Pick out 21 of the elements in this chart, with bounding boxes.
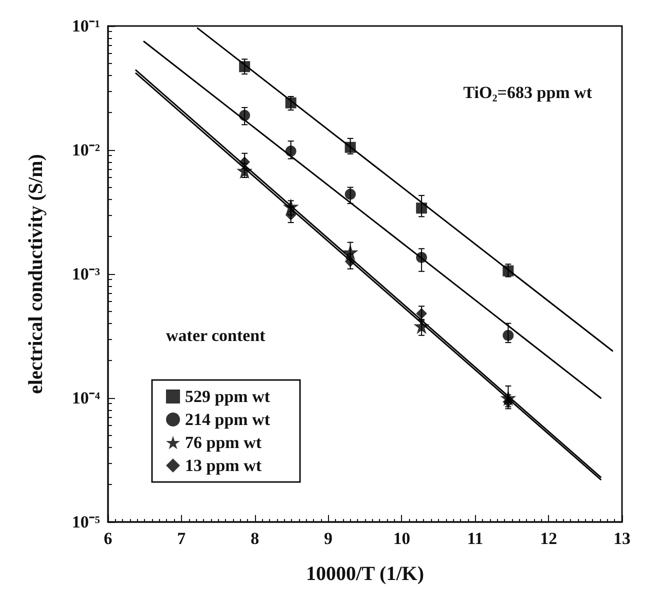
x-axis-title: 10000/T (1/K) xyxy=(306,563,424,585)
x-tick-label: 8 xyxy=(250,529,260,548)
y-tick-label: 10⁻² xyxy=(72,140,100,160)
legend-title: water content xyxy=(166,326,266,345)
y-tick-label: 10⁻⁵ xyxy=(72,512,100,532)
y-tick-label: 10⁻⁴ xyxy=(72,388,100,408)
legend-label: 13 ppm wt xyxy=(185,456,262,475)
x-tick-label: 11 xyxy=(467,529,484,548)
x-tick-label: 10 xyxy=(393,529,410,548)
legend-label: 214 ppm wt xyxy=(185,410,270,429)
x-tick-label: 6 xyxy=(104,529,112,548)
y-axis-title: electrical conductivity (S/m) xyxy=(25,154,47,394)
x-tick-label: 9 xyxy=(324,529,333,548)
y-tick-label: 10⁻¹ xyxy=(72,16,100,36)
legend-label: 76 ppm wt xyxy=(185,433,262,452)
y-tick-label: 10⁻³ xyxy=(72,264,100,284)
x-tick-label: 13 xyxy=(614,529,630,548)
annotation: TiO₂=683 ppm wt xyxy=(463,83,592,102)
x-tick-label: 7 xyxy=(177,529,186,548)
x-tick-label: 12 xyxy=(540,529,558,548)
legend-label: 529 ppm wt xyxy=(185,387,270,406)
